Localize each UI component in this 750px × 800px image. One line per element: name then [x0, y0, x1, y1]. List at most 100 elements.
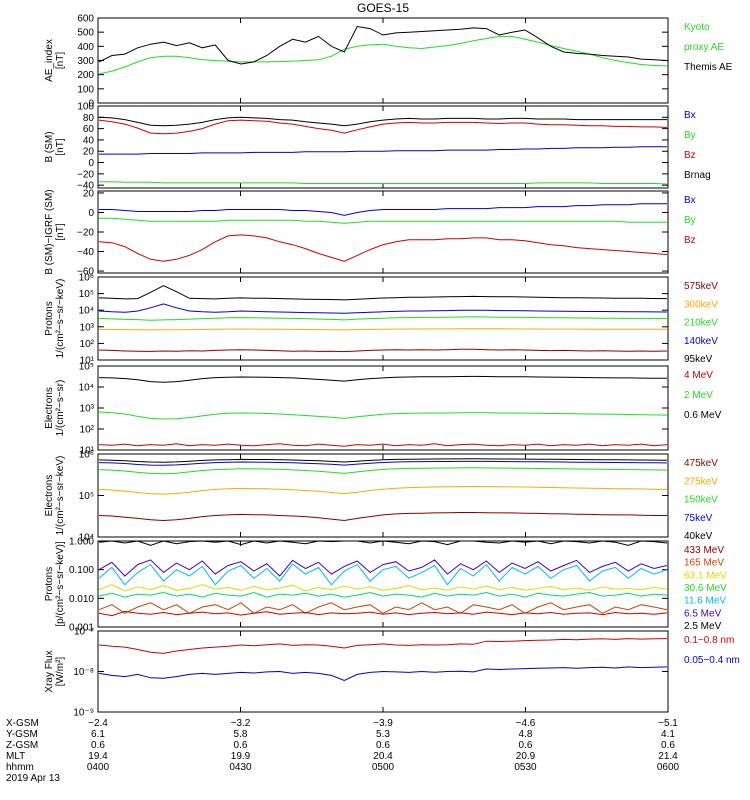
series-line-protons_hi-1: [98, 602, 668, 614]
ephemeris-value: 0.6: [234, 740, 248, 751]
y-tick-label: 80: [83, 113, 95, 124]
ephemeris-value: 4.1: [661, 729, 675, 740]
legend-label: Themis AE: [684, 62, 733, 73]
series-line-electrons_hi-0: [98, 443, 668, 447]
y-tick-label: 10⁶: [79, 273, 94, 284]
y-tick-label: 10²: [80, 339, 95, 350]
y-axis-unit: [W/m²]: [55, 657, 66, 687]
series-line-b_sm-2: [99, 146, 667, 155]
y-tick-label: 10⁶: [79, 450, 94, 461]
series-line-b_sm-1: [98, 119, 668, 135]
ephemeris-value: 0430: [229, 762, 252, 773]
series-line-electrons_lo-4: [98, 458, 668, 463]
y-tick-label: 10⁻⁷: [74, 627, 94, 638]
y-tick-label: 500: [77, 28, 94, 39]
panel-electrons_lo: 10⁴ 10⁵ 10⁶ Electrons 1/(cm²−s−sr−keV) 475keV…: [44, 450, 718, 544]
ephemeris-row-label: Z-GSM: [6, 740, 38, 751]
y-tick-label: 300: [77, 56, 94, 67]
series-line-protons_hi-5: [98, 559, 668, 577]
legend-label: 63.1 MeV: [684, 570, 727, 581]
y-tick-label: 10²: [80, 425, 95, 436]
ephemeris-value: 0500: [372, 762, 395, 773]
legend-label: 4 MeV: [684, 370, 713, 381]
series-line-electrons_lo-3: [98, 460, 668, 466]
series-line-protons_hi-3: [98, 591, 668, 598]
legend-label: Kyoto: [684, 22, 710, 33]
y-tick-label: 10⁴: [79, 306, 94, 317]
series-line-electrons_hi-2: [98, 375, 667, 383]
y-tick-label: 20: [83, 188, 95, 199]
series-line-b_igrf-0: [99, 203, 667, 216]
ephemeris-value: 4.8: [519, 729, 533, 740]
y-tick-label: 0: [88, 99, 94, 110]
legend-label: proxy AE: [684, 42, 724, 53]
ephemeris-row-label: Y-GSM: [6, 729, 38, 740]
y-tick-label: 10⁻⁹: [73, 708, 94, 719]
ephemeris-value: 0.6: [661, 740, 675, 751]
ephemeris-value: 19.4: [88, 751, 108, 762]
series-line-xray-1: [98, 666, 668, 682]
y-tick-label: 40: [83, 135, 95, 146]
y-tick-label: 0.100: [69, 565, 94, 576]
y-axis-label: B (SM)−IGRF (SM): [44, 189, 55, 274]
ephemeris-value: 0400: [87, 762, 110, 773]
legend-label: 210keV: [684, 318, 718, 329]
ephemeris-value: 5.8: [234, 729, 248, 740]
legend-label: 300keV: [684, 299, 718, 310]
series-line-ae-0: [98, 35, 668, 75]
y-axis-unit: [nT]: [55, 138, 66, 155]
legend-label: 0.1−0.8 nm: [684, 635, 734, 646]
legend-label: By: [684, 215, 696, 226]
y-tick-label: 0: [88, 158, 94, 169]
y-tick-label: −40: [77, 247, 94, 258]
y-tick-label: 1.000: [69, 537, 94, 548]
y-tick-label: 100: [77, 84, 94, 95]
legend-label: 30.6 MeV: [684, 583, 727, 594]
y-tick-label: 10³: [80, 322, 95, 333]
y-tick-label: 600: [77, 14, 94, 25]
series-line-electrons_hi-1: [98, 411, 668, 420]
y-tick-label: 0.010: [69, 594, 94, 605]
y-tick-label: 200: [77, 70, 94, 81]
panel-b_igrf: −60 −40 −20 0 20 B (SM)−IGRF (SM) [nT] Bx By Bz: [44, 188, 696, 277]
series-line-protons_hi-0: [98, 540, 668, 546]
y-axis-label: AE_index: [44, 39, 55, 82]
ephemeris-row-label: hhmm: [6, 762, 34, 773]
legend-label: 433 MeV: [684, 545, 724, 556]
legend-label: 0.05−0.4 nm: [684, 655, 740, 666]
legend-label: 75keV: [684, 513, 713, 524]
legend-label: Bz: [684, 235, 696, 246]
ephemeris-value: −3.9: [373, 718, 393, 729]
ephemeris-value: 0.6: [519, 740, 533, 751]
y-tick-label: 10⁵: [79, 491, 94, 502]
y-tick-label: 10⁻⁸: [73, 667, 94, 678]
y-axis-unit: [nT]: [55, 223, 66, 240]
series-line-b_sm-3: [99, 181, 668, 185]
y-axis-unit: [p/(cm²−s−sr−keV)]: [55, 541, 66, 627]
legend-label: 575keV: [684, 281, 718, 292]
y-tick-label: 10⁵: [79, 289, 94, 300]
panel-frame: [97, 365, 669, 451]
y-axis-label: B (SM): [44, 131, 55, 162]
legend-label: Bz: [684, 150, 696, 161]
y-tick-label: 10³: [80, 404, 95, 415]
ephemeris-row-label: X-GSM: [6, 718, 39, 729]
ephemeris-value: −4.6: [516, 718, 536, 729]
series-line-protons_lo-1: [98, 328, 667, 331]
series-line-protons_lo-4: [98, 285, 668, 301]
legend-label: 95keV: [684, 354, 713, 365]
series-line-protons_lo-3: [98, 303, 668, 314]
y-tick-label: 10¹: [80, 446, 95, 457]
y-axis-unit: [nT]: [55, 52, 66, 69]
legend-label: 11.6 MeV: [684, 596, 726, 607]
legend-label: Brnag: [684, 170, 711, 181]
y-tick-label: 100: [77, 102, 94, 113]
y-tick-label: −40: [77, 181, 94, 192]
y-axis-unit: 1/(cm²−s−sr−keV): [55, 456, 66, 536]
legend-label: 475keV: [684, 458, 718, 469]
y-axis-label: Xray Flux: [44, 650, 55, 692]
legend-label: 150keV: [684, 495, 718, 506]
panel-frame: [97, 190, 669, 274]
